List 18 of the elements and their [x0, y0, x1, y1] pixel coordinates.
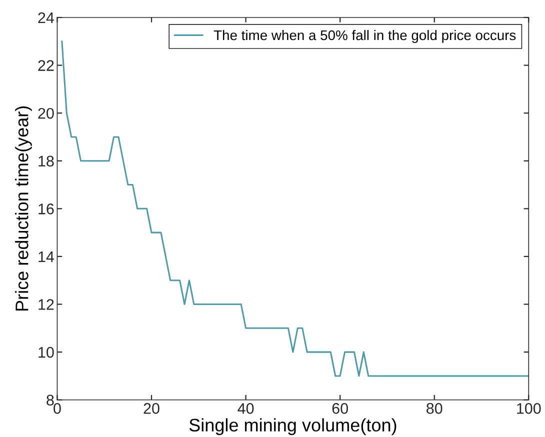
x-axis-title: Single mining volume(ton): [189, 418, 396, 436]
y-tick-label: 10: [38, 346, 54, 358]
x-tick-label: 80: [426, 403, 442, 414]
y-tick-label: 22: [38, 60, 54, 71]
x-tick-label: 20: [144, 403, 160, 414]
x-tick-label: 100: [517, 403, 541, 414]
y-tick-label: 18: [38, 156, 54, 167]
y-axis-title: Price reduction time(year): [15, 106, 32, 311]
y-tick-label: 14: [38, 251, 54, 262]
x-tick-label: 40: [238, 403, 254, 414]
y-tick-label: 24: [38, 12, 54, 24]
y-tick-label: 20: [38, 108, 54, 119]
x-tick-label: 60: [332, 403, 348, 414]
x-tick-label: 0: [54, 403, 61, 414]
y-tick-label: 8: [46, 394, 54, 406]
y-tick-label: 12: [38, 299, 54, 310]
y-tick-label: 16: [38, 204, 54, 214]
legend-label: The time when a 50% fall in the gold price occurs: [214, 30, 516, 43]
